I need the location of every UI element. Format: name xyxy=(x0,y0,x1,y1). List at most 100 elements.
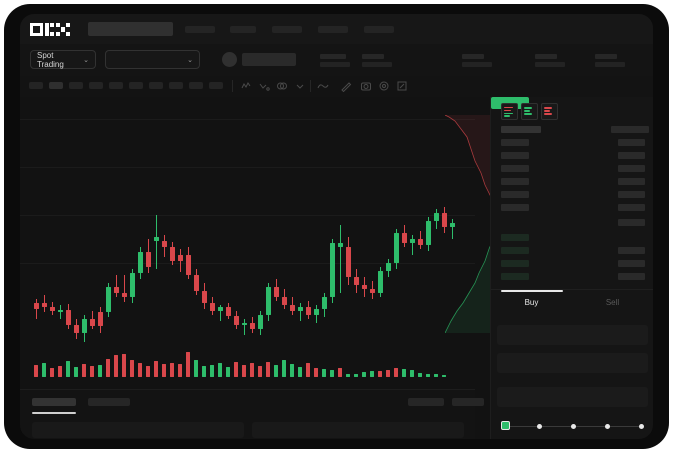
orderbook-bid-row[interactable] xyxy=(501,247,529,254)
nav-item-3[interactable] xyxy=(230,26,256,33)
candle-wick xyxy=(36,299,37,319)
market-mode-select[interactable]: Spot Trading ⌄ xyxy=(30,50,96,69)
volume-bar xyxy=(250,363,254,377)
candle-body xyxy=(98,312,103,326)
candle-body xyxy=(50,307,55,311)
orderbook-both-icon[interactable] xyxy=(501,103,518,120)
candle-body xyxy=(346,247,351,277)
candle-body xyxy=(290,305,295,311)
avatar-icon[interactable] xyxy=(222,52,237,67)
camera-icon[interactable] xyxy=(360,80,372,92)
volume-bar xyxy=(58,366,62,377)
volume-bar xyxy=(90,366,94,377)
timeframe-3[interactable] xyxy=(69,82,83,89)
volume-bar xyxy=(442,375,446,377)
slider-handle[interactable] xyxy=(501,421,510,430)
orderbook-ask-row[interactable] xyxy=(501,191,529,198)
timeframe-2[interactable] xyxy=(49,82,63,89)
candle-body xyxy=(74,325,79,333)
candle-body xyxy=(426,221,431,245)
nav-item-1[interactable] xyxy=(88,22,173,36)
orderbook-bid-row[interactable] xyxy=(501,234,529,241)
timeframe-1[interactable] xyxy=(29,82,43,89)
order-price-input[interactable] xyxy=(497,325,648,345)
candle-body xyxy=(162,241,167,247)
active-side-indicator xyxy=(501,290,563,292)
orderbook-ask-row[interactable] xyxy=(501,178,529,185)
timeframe-8[interactable] xyxy=(169,82,183,89)
nav-item-5[interactable] xyxy=(318,26,348,33)
candle-body xyxy=(442,213,447,227)
volume-bar xyxy=(210,365,214,377)
slider-stop[interactable] xyxy=(571,423,576,429)
nav-item-6[interactable] xyxy=(364,26,394,33)
orderbook-ask-row[interactable] xyxy=(501,204,529,211)
chevron-down-icon[interactable] xyxy=(294,80,306,92)
candle-body xyxy=(130,273,135,297)
timeframe-7[interactable] xyxy=(149,82,163,89)
okx-logo-icon[interactable] xyxy=(30,23,70,36)
candle-wick xyxy=(124,275,125,302)
volume-bar xyxy=(354,374,358,377)
orderbook-ask-row[interactable] xyxy=(501,165,529,172)
bottom-tab-order-history[interactable] xyxy=(88,398,130,406)
candle-body xyxy=(258,315,263,329)
nav-item-4[interactable] xyxy=(272,26,302,33)
compare-icon[interactable] xyxy=(276,80,288,92)
orderbook-bid-row[interactable] xyxy=(501,273,529,280)
tab-sell[interactable]: Sell xyxy=(605,298,620,307)
volume-bar xyxy=(314,368,318,377)
drawing-tools-icon[interactable] xyxy=(340,80,352,92)
toolbar-divider xyxy=(232,80,233,92)
order-amount-input[interactable] xyxy=(497,353,648,373)
candle-body xyxy=(154,237,159,241)
slider-stop[interactable] xyxy=(639,423,644,429)
candle-body xyxy=(58,310,63,312)
orderbook-bids-icon[interactable] xyxy=(521,103,538,120)
volume-bar xyxy=(290,364,294,377)
volume-bar xyxy=(378,371,382,377)
order-total-input[interactable] xyxy=(497,387,648,407)
volume-bar xyxy=(370,371,374,377)
chart-gridline xyxy=(20,167,475,168)
orderbook-ask-row[interactable] xyxy=(501,139,529,146)
volume-bar xyxy=(346,374,350,377)
settings-gear-icon[interactable] xyxy=(378,80,390,92)
timeframe-10[interactable] xyxy=(209,82,223,89)
orderbook-header-amount xyxy=(611,126,649,133)
volume-bar xyxy=(402,369,406,377)
candle-body xyxy=(106,287,111,312)
chart-toolbar xyxy=(20,76,653,98)
orderbook-ask-amount xyxy=(618,165,645,172)
slider-stop[interactable] xyxy=(537,423,542,429)
candle-body xyxy=(338,243,343,247)
percent-slider[interactable] xyxy=(501,421,645,431)
stat-high-24h xyxy=(462,54,494,67)
indicators-icon[interactable] xyxy=(258,80,270,92)
tab-buy[interactable]: Buy xyxy=(524,298,539,307)
fullscreen-icon[interactable] xyxy=(396,80,408,92)
trading-pair-select[interactable]: ⌄ xyxy=(105,50,200,69)
nav-item-2[interactable] xyxy=(185,26,215,33)
orderbook-asks-icon[interactable] xyxy=(541,103,558,120)
bottom-action-1[interactable] xyxy=(408,398,444,406)
timeframe-4[interactable] xyxy=(89,82,103,89)
candlestick-series xyxy=(20,97,475,342)
volume-bar xyxy=(298,367,302,377)
orderbook-bid-row[interactable] xyxy=(501,260,529,267)
timeframe-9[interactable] xyxy=(189,82,203,89)
volume-bar xyxy=(362,372,366,377)
orderbook-ask-row[interactable] xyxy=(501,152,529,159)
volume-bar xyxy=(170,363,174,377)
line-chart-icon[interactable] xyxy=(317,80,329,92)
slider-stop[interactable] xyxy=(605,423,610,429)
orderbook-ask-amount xyxy=(618,139,645,146)
bottom-action-2[interactable] xyxy=(452,398,484,406)
candlestick-chart-icon[interactable] xyxy=(240,80,252,92)
candle-body xyxy=(90,319,95,326)
timeframe-5[interactable] xyxy=(109,82,123,89)
timeframe-6[interactable] xyxy=(129,82,143,89)
volume-bar xyxy=(394,368,398,377)
bottom-tab-open-orders[interactable] xyxy=(32,398,76,406)
bottom-tab-bar xyxy=(20,389,484,439)
